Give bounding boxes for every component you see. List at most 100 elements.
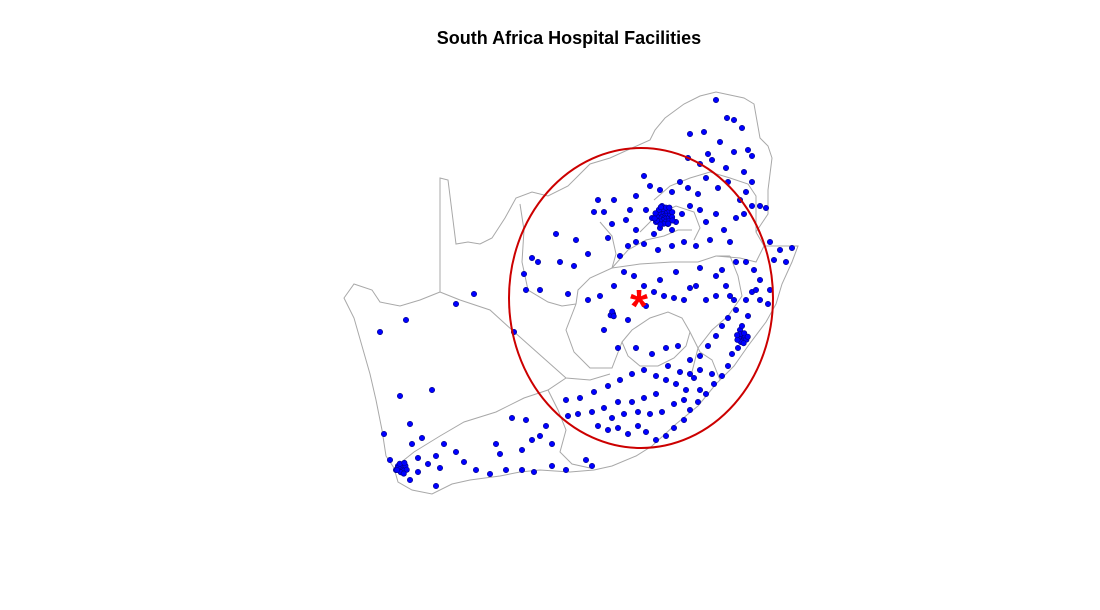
- hospital-point: [670, 424, 677, 431]
- hospital-point: [702, 390, 709, 397]
- hospital-point: [652, 436, 659, 443]
- hospital-point: [632, 227, 639, 234]
- hospital-point: [520, 270, 527, 277]
- hospital-point: [738, 322, 745, 329]
- hospital-point: [686, 356, 693, 363]
- hospital-point: [600, 404, 607, 411]
- hospital-point: [665, 220, 672, 227]
- hospital-point: [704, 342, 711, 349]
- hospital-point: [690, 374, 697, 381]
- hospital-point: [608, 414, 615, 421]
- hospital-point: [642, 428, 649, 435]
- hospital-point: [752, 286, 759, 293]
- hospital-point: [712, 211, 719, 218]
- hospital-point: [522, 416, 529, 423]
- hospital-point: [424, 460, 431, 467]
- hospital-point: [708, 157, 715, 164]
- hospital-point: [742, 296, 749, 303]
- hospital-point: [486, 470, 493, 477]
- hospital-point: [651, 215, 658, 222]
- hospital-point: [594, 197, 601, 204]
- hospital-point: [706, 237, 713, 244]
- hospital-point: [642, 207, 649, 214]
- hospital-points: [376, 97, 795, 489]
- hospital-point: [676, 179, 683, 186]
- hospital-point: [628, 370, 635, 377]
- hospital-point: [584, 296, 591, 303]
- hospital-point: [648, 350, 655, 357]
- province-boundary-5: [575, 255, 730, 305]
- hospital-point: [740, 169, 747, 176]
- hospital-point: [744, 312, 751, 319]
- hospital-point: [502, 466, 509, 473]
- hospital-point: [668, 189, 675, 196]
- hospital-point: [680, 239, 687, 246]
- hospital-point: [402, 316, 409, 323]
- hospital-point: [723, 115, 730, 122]
- hospital-point: [652, 390, 659, 397]
- hospital-point: [620, 268, 627, 275]
- hospital-point: [692, 282, 699, 289]
- hospital-point: [428, 386, 435, 393]
- hospital-point: [652, 210, 659, 217]
- hospital-point: [588, 408, 595, 415]
- center-marker: *: [630, 280, 648, 332]
- hospital-point: [696, 264, 703, 271]
- hospital-point: [672, 268, 679, 275]
- hospital-point: [596, 292, 603, 299]
- hospital-point: [600, 209, 607, 216]
- hospital-point: [460, 458, 467, 465]
- hospital-point: [738, 125, 745, 132]
- hospital-point: [508, 414, 515, 421]
- hospital-point: [680, 296, 687, 303]
- hospital-point: [646, 410, 653, 417]
- lesotho-boundary: [621, 311, 691, 367]
- hospital-point: [674, 342, 681, 349]
- hospital-point: [694, 398, 701, 405]
- hospital-point: [662, 432, 669, 439]
- hospital-point: [744, 333, 751, 340]
- hospital-point: [718, 266, 725, 273]
- hospital-point: [704, 151, 711, 158]
- hospital-point: [576, 394, 583, 401]
- hospital-point: [734, 332, 741, 339]
- hospital-point: [716, 139, 723, 146]
- hospital-point: [726, 292, 733, 299]
- hospital-point: [776, 247, 783, 254]
- map-title: South Africa Hospital Facilities: [436, 28, 702, 48]
- hospital-point: [766, 239, 773, 246]
- hospital-point: [741, 330, 748, 337]
- hospital-point: [764, 300, 771, 307]
- hospital-point: [682, 386, 689, 393]
- hospital-point: [656, 187, 663, 194]
- hospital-point: [680, 396, 687, 403]
- hospital-point: [662, 344, 669, 351]
- hospital-point: [640, 394, 647, 401]
- hospital-point: [414, 468, 421, 475]
- hospital-point: [756, 276, 763, 283]
- hospital-point: [686, 370, 693, 377]
- hospital-point: [650, 288, 657, 295]
- coverage-circle: [508, 147, 774, 449]
- hospital-point: [634, 422, 641, 429]
- hospital-point: [742, 258, 749, 265]
- hospital-point: [492, 440, 499, 447]
- hospital-point: [670, 400, 677, 407]
- hospital-point: [668, 243, 675, 250]
- hospital-point: [672, 380, 679, 387]
- hospital-point: [496, 450, 503, 457]
- hospital-point: [562, 466, 569, 473]
- hospital-point: [700, 129, 707, 136]
- hospital-point: [646, 183, 653, 190]
- hospital-point: [630, 272, 637, 279]
- hospital-point: [594, 422, 601, 429]
- hospital-point: [562, 396, 569, 403]
- hospital-point: [403, 466, 410, 473]
- hospital-point: [732, 215, 739, 222]
- hospital-point: [770, 256, 777, 263]
- country-outline: [343, 91, 799, 495]
- hospital-point: [556, 258, 563, 265]
- hospital-point: [728, 350, 735, 357]
- hospital-point: [406, 476, 413, 483]
- hospital-point: [710, 380, 717, 387]
